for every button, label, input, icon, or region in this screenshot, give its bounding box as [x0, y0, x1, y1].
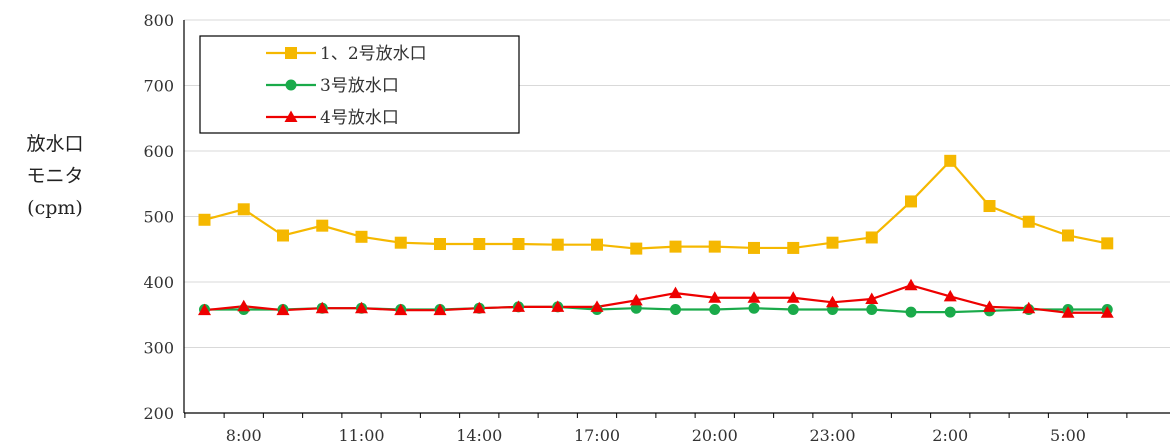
- series-0-point-8: [512, 238, 525, 251]
- series-0-point-19: [944, 154, 957, 167]
- series-2-point-5: [394, 303, 408, 316]
- y-tick-label-200: 200: [143, 404, 174, 423]
- series-2-point-7: [472, 301, 486, 314]
- series-0-point-7: [473, 238, 486, 251]
- series-0-point-5: [394, 236, 407, 249]
- x-tick-label-7: 5:00: [1050, 426, 1086, 445]
- series-0-point-18: [905, 195, 917, 208]
- y-axis-label-line-3: (cpm): [27, 197, 83, 219]
- series-2-point-14: [747, 291, 761, 303]
- series-1-point-11: [630, 302, 642, 314]
- series-2-point-9: [551, 300, 565, 312]
- y-axis-label-line-1: 放水口: [26, 133, 84, 155]
- series-0-point-22: [1062, 229, 1074, 242]
- legend-label-2: 4号放水口: [320, 108, 399, 128]
- series-0-point-23: [1101, 237, 1114, 250]
- series-2-point-2: [276, 303, 290, 316]
- y-tick-label-600: 600: [143, 142, 174, 161]
- series-0-point-3: [316, 219, 329, 232]
- x-tick-label-6: 2:00: [932, 426, 968, 445]
- series-0-point-14: [748, 241, 760, 254]
- series-0-point-20: [983, 200, 996, 213]
- series-line-0: [204, 159, 1108, 250]
- legend-marker-2: [284, 110, 298, 122]
- series-1-point-17: [866, 304, 878, 316]
- series-1-point-19: [944, 306, 956, 318]
- series-2-point-18: [904, 278, 918, 291]
- series-0-point-12: [669, 240, 682, 253]
- x-tick-label-3: 17:00: [574, 426, 620, 445]
- series-2-point-13: [708, 291, 722, 303]
- series-2-point-1: [237, 299, 251, 312]
- series-2-point-11: [629, 293, 643, 306]
- legend-label-1: 3号放水口: [320, 76, 399, 96]
- series-2-point-16: [826, 295, 839, 308]
- series-2-point-3: [315, 301, 329, 314]
- series-2-point-17: [865, 292, 879, 305]
- series-0-point-9: [551, 238, 564, 251]
- series-0-point-10: [591, 238, 603, 251]
- series-0-point-4: [355, 230, 368, 243]
- series-1-point-14: [748, 302, 760, 314]
- series-0-point-2: [277, 229, 289, 242]
- x-tick-label-2: 14:00: [456, 426, 502, 445]
- y-axis-label-line-2: モニタ: [26, 165, 84, 187]
- series-0-point-0: [198, 213, 211, 226]
- series-2-point-4: [355, 301, 368, 314]
- series-2-point-10: [590, 300, 604, 312]
- series-0-point-11: [630, 242, 643, 255]
- series-0-point-17: [865, 231, 878, 244]
- y-tick-label-500: 500: [143, 208, 174, 227]
- series-2-point-20: [983, 300, 996, 312]
- series-2-point-21: [1022, 301, 1036, 314]
- series-0-point-1: [237, 203, 250, 216]
- legend-marker-0: [285, 47, 297, 59]
- y-tick-label-400: 400: [143, 273, 174, 292]
- legend-marker-1: [285, 79, 297, 91]
- series-1-point-15: [787, 304, 799, 316]
- series-0-point-6: [434, 238, 446, 251]
- legend-box: [199, 35, 520, 134]
- series-2-point-0: [198, 303, 211, 316]
- series-2-point-15: [786, 291, 800, 303]
- series-1-point-13: [709, 304, 721, 316]
- y-tick-label-300: 300: [143, 339, 174, 358]
- x-tick-label-5: 23:00: [809, 426, 855, 445]
- x-tick-label-4: 20:00: [692, 426, 738, 445]
- series-line-2: [204, 284, 1108, 314]
- series-0-point-13: [708, 240, 721, 253]
- legend-label-0: 1、2号放水口: [320, 44, 427, 64]
- series-2-point-12: [669, 286, 682, 299]
- y-axis-label: 放水口 モニタ (cpm): [0, 128, 110, 224]
- series-2-point-22: [1061, 306, 1075, 318]
- x-tick-label-1: 11:00: [338, 426, 384, 445]
- series-2-point-19: [943, 289, 957, 302]
- series-2-point-8: [512, 300, 525, 312]
- y-tick-label-800: 800: [143, 11, 174, 30]
- series-0-point-21: [1022, 215, 1035, 228]
- y-tick-label-700: 700: [143, 77, 174, 96]
- series-1-point-18: [905, 306, 917, 318]
- series-0-point-16: [826, 236, 839, 249]
- x-tick-label-0: 8:00: [226, 426, 262, 445]
- series-2-point-23: [1100, 306, 1114, 318]
- series-0-point-15: [787, 241, 800, 254]
- series-2-point-6: [433, 303, 447, 316]
- series-1-point-12: [670, 304, 681, 316]
